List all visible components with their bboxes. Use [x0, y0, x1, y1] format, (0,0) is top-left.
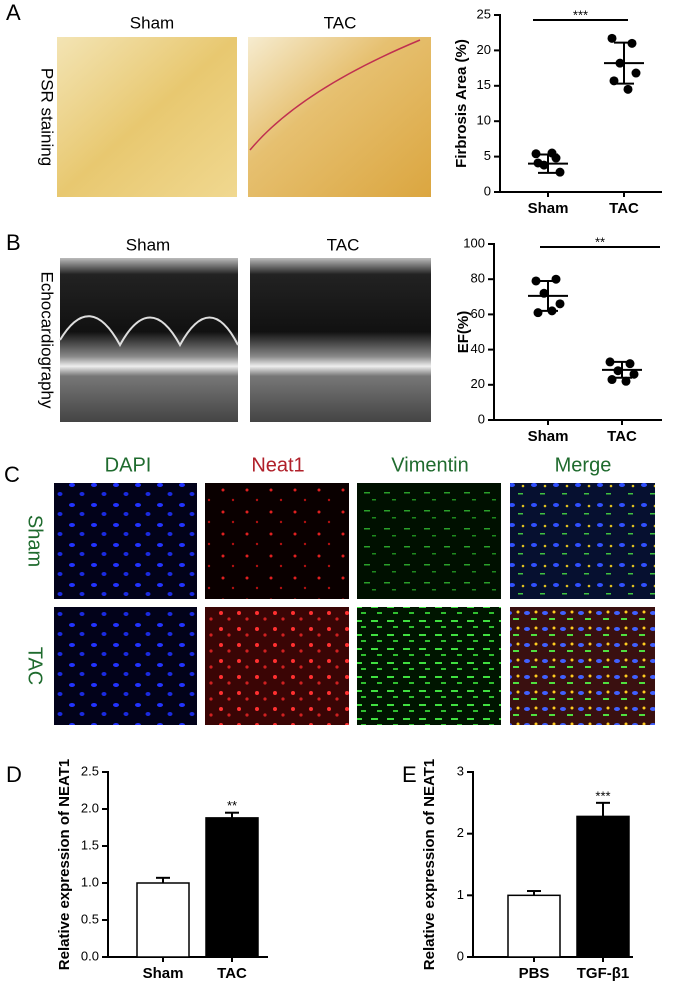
- y-tick-label: 1.0: [81, 874, 99, 889]
- data-point: [551, 274, 561, 284]
- psr-image: [57, 37, 237, 197]
- row-label: Sham: [24, 515, 46, 567]
- y-axis-label: Firbrosis Area (%): [453, 39, 470, 168]
- echo-image: [250, 258, 431, 422]
- data-point: [623, 84, 633, 94]
- column-label: DAPI: [105, 454, 152, 476]
- significance: ***: [595, 788, 610, 803]
- y-axis-label: Relative expression of NEAT1: [56, 759, 73, 970]
- y-tick-label: 0.0: [81, 948, 99, 963]
- x-tick-label: Sham: [143, 965, 184, 982]
- x-tick-label: PBS: [519, 965, 550, 982]
- significance: **: [595, 234, 605, 249]
- x-tick-label: Sham: [528, 200, 569, 217]
- data-point: [613, 366, 623, 376]
- data-point: [627, 38, 637, 48]
- data-point: [539, 288, 549, 298]
- y-tick-label: 100: [463, 235, 485, 250]
- y-tick-label: 25: [477, 6, 491, 21]
- data-point: [625, 359, 635, 369]
- data-point: [533, 158, 543, 168]
- panel-letter: A: [6, 0, 21, 25]
- data-point: [555, 299, 565, 309]
- y-tick-label: 5: [484, 148, 491, 163]
- data-point: [555, 167, 565, 177]
- data-point: [609, 76, 619, 86]
- y-tick-label: 10: [477, 113, 491, 128]
- y-tick-label: 1.5: [81, 837, 99, 852]
- bar: [576, 815, 630, 958]
- data-point: [629, 369, 639, 379]
- y-tick-label: 3: [457, 763, 464, 778]
- image-label: Sham: [126, 235, 170, 254]
- stain: [249, 39, 421, 151]
- micrograph: [205, 607, 349, 725]
- x-tick-label: TAC: [607, 428, 637, 445]
- echo-image: [60, 258, 238, 422]
- side-label: PSR staining: [38, 68, 57, 166]
- data-point: [621, 376, 631, 386]
- x-tick-label: TAC: [217, 965, 247, 982]
- data-point: [531, 276, 541, 286]
- data-point: [631, 68, 641, 78]
- x-tick-label: TGF-β1: [577, 965, 630, 982]
- psr-image: [248, 37, 431, 197]
- y-tick-label: 60: [471, 306, 485, 321]
- column-label: Neat1: [251, 454, 304, 476]
- micrograph: [357, 483, 501, 599]
- x-tick-label: Sham: [528, 428, 569, 445]
- micrograph: [54, 483, 197, 599]
- y-tick-label: 0: [478, 411, 485, 426]
- row-label: TAC: [24, 647, 46, 686]
- y-tick-label: 0.5: [81, 911, 99, 926]
- image-label: TAC: [327, 235, 360, 254]
- y-tick-label: 0: [484, 183, 491, 198]
- micrograph: [205, 483, 349, 599]
- y-tick-label: 40: [471, 341, 485, 356]
- column-label: Vimentin: [391, 454, 468, 476]
- x-tick-label: TAC: [609, 200, 639, 217]
- micrograph: [357, 607, 501, 725]
- significance: ***: [573, 7, 588, 22]
- panel-letter: C: [4, 462, 20, 487]
- micrograph: [510, 483, 655, 599]
- y-tick-label: 1: [457, 887, 464, 902]
- significance: **: [227, 798, 237, 813]
- data-point: [547, 306, 557, 316]
- data-point: [533, 308, 543, 318]
- panel-letter: D: [6, 762, 22, 787]
- data-point: [607, 375, 617, 385]
- image-label: Sham: [130, 13, 174, 32]
- y-tick-label: 2.0: [81, 800, 99, 815]
- micrograph: [510, 607, 655, 725]
- image-label: TAC: [324, 13, 357, 32]
- panel-letter: B: [6, 230, 21, 255]
- echo-trace: [59, 315, 239, 348]
- data-point: [531, 149, 541, 159]
- bar: [507, 894, 561, 958]
- column-label: Merge: [555, 454, 612, 476]
- micrograph: [54, 607, 197, 725]
- y-axis-label: Relative expression of NEAT1: [421, 759, 438, 970]
- y-tick-label: 80: [471, 271, 485, 286]
- y-tick-label: 15: [477, 77, 491, 92]
- y-tick-label: 20: [477, 42, 491, 57]
- data-point: [615, 58, 625, 68]
- data-point: [605, 357, 615, 367]
- bar: [205, 817, 259, 958]
- y-tick-label: 20: [471, 376, 485, 391]
- side-label: Echocardiography: [38, 271, 57, 409]
- y-tick-label: 0: [457, 948, 464, 963]
- data-point: [547, 148, 557, 158]
- data-point: [607, 33, 617, 43]
- y-tick-label: 2: [457, 825, 464, 840]
- y-tick-label: 2.5: [81, 763, 99, 778]
- y-axis-label: EF(%): [455, 311, 472, 354]
- panel-letter: E: [402, 762, 417, 787]
- bar: [136, 882, 190, 958]
